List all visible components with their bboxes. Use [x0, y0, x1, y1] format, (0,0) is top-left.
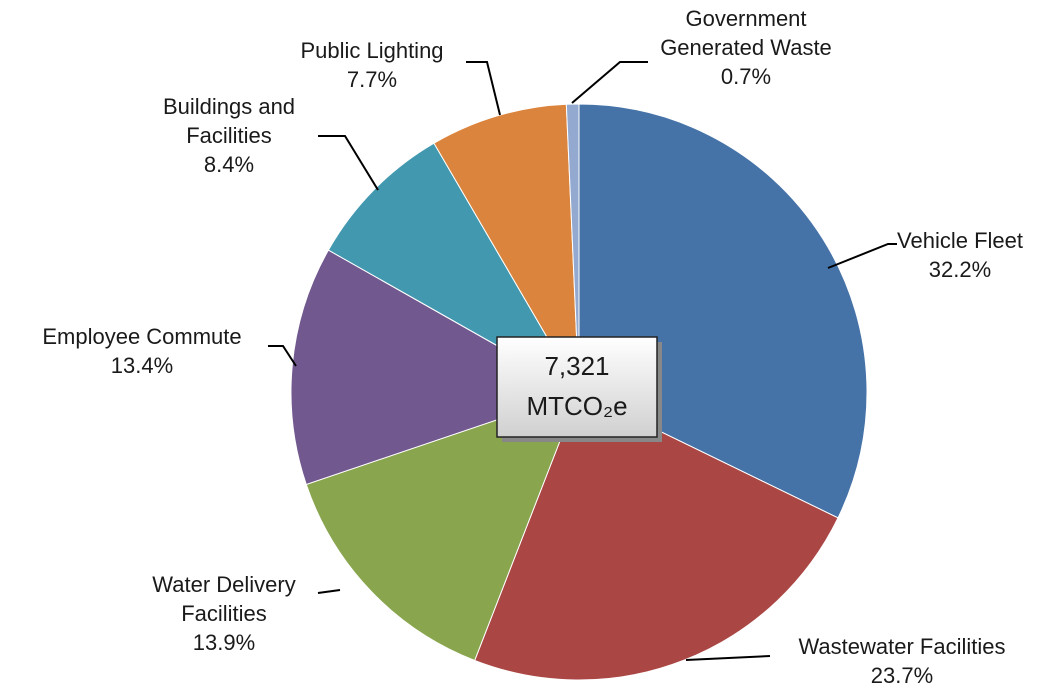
leader-line	[685, 655, 771, 661]
leader-line	[571, 61, 648, 104]
slice-category: Public Lighting	[300, 38, 444, 63]
leader-line	[827, 243, 897, 269]
center-box: 7,321 MTCO₂e	[496, 336, 662, 442]
center-unit: MTCO₂e	[526, 391, 627, 421]
slice-label: Public Lighting 7.7%	[242, 36, 502, 94]
slice-value: 7.7%	[346, 67, 398, 92]
slice-label: Vehicle Fleet 32.2%	[810, 226, 1060, 284]
slice-value: 8.4%	[203, 152, 255, 177]
slice-value: 13.9%	[192, 630, 256, 655]
leader-line	[317, 589, 341, 594]
leader-line	[466, 61, 501, 116]
leader-line	[268, 345, 297, 367]
pie-slice	[565, 103, 580, 393]
slice-label: Water Delivery Facilities 13.9%	[134, 570, 314, 657]
slice-category: Water Delivery Facilities	[152, 572, 296, 626]
pie-slice	[290, 249, 581, 486]
center-box-bg	[496, 336, 658, 438]
slice-category: Wastewater Facilities	[798, 634, 1006, 659]
pie-slice	[433, 103, 580, 393]
slice-category: Employee Commute	[42, 324, 242, 349]
pie-slice	[305, 391, 580, 662]
slice-label: Buildings and Facilities 8.4%	[149, 92, 309, 179]
slice-label: Government Generated Waste 0.7%	[641, 4, 851, 91]
slice-value: 32.2%	[928, 257, 992, 282]
leader-lines	[268, 61, 897, 661]
slice-label: Wastewater Facilities 23.7%	[742, 632, 1060, 690]
slice-category: Government Generated Waste	[660, 6, 832, 60]
slice-category: Vehicle Fleet	[897, 228, 1023, 253]
slice-label: Employee Commute 13.4%	[0, 322, 292, 380]
slice-value: 0.7%	[720, 64, 772, 89]
slice-value: 23.7%	[870, 663, 934, 688]
slice-category: Buildings and Facilities	[162, 94, 296, 148]
pie-slice	[474, 391, 839, 681]
leader-line	[318, 135, 379, 191]
pie-slice	[327, 142, 581, 394]
center-value: 7,321	[544, 351, 609, 381]
slice-value: 13.4%	[110, 353, 174, 378]
